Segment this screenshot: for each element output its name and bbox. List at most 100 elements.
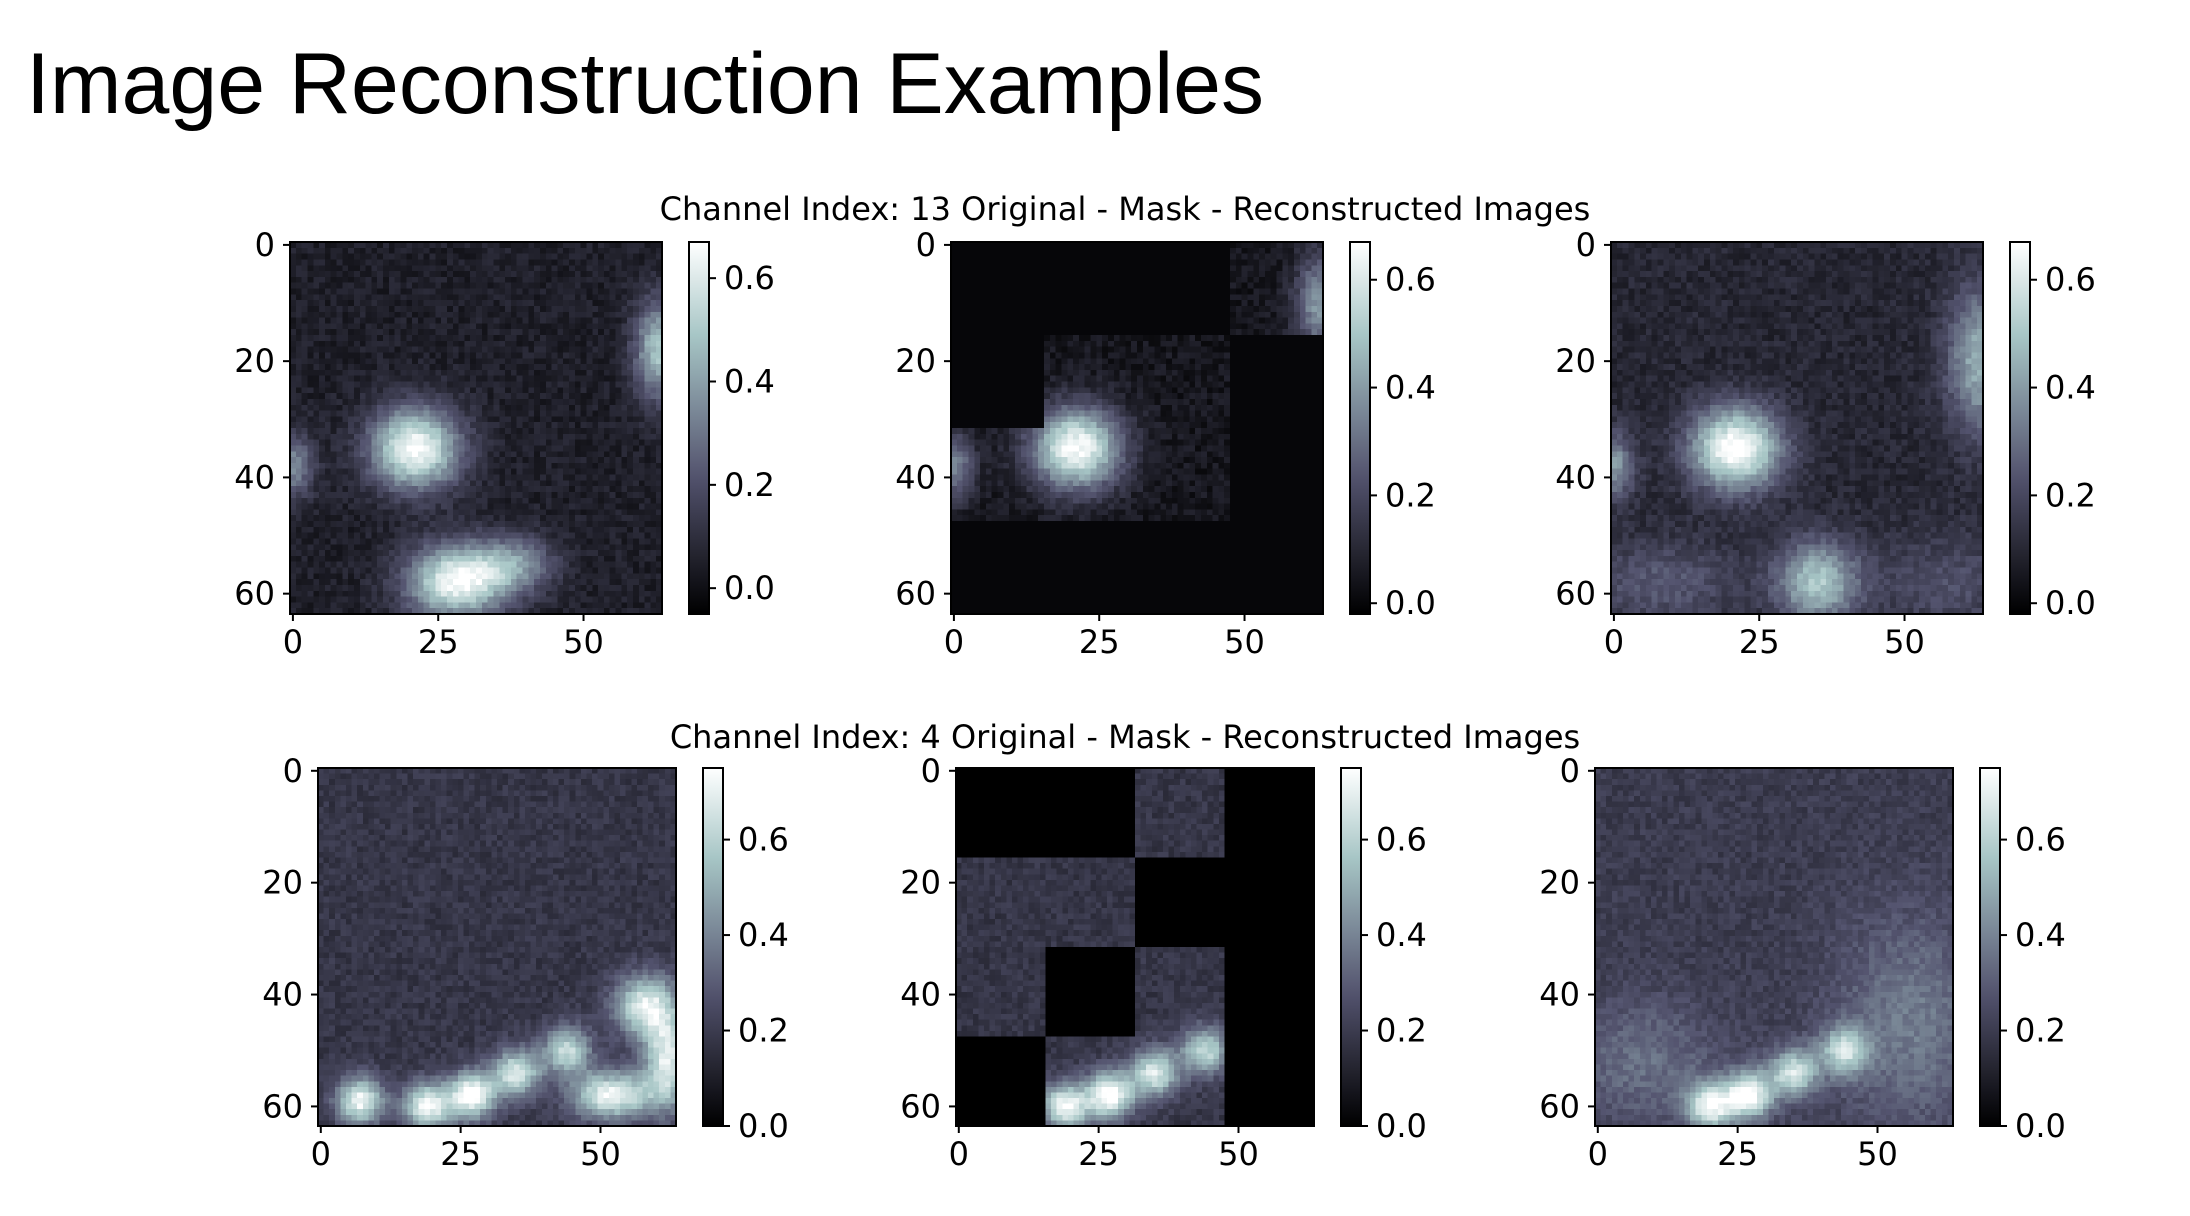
y-tick-label: 20 xyxy=(895,342,936,380)
heatmap-image xyxy=(318,768,676,1126)
y-tick-label: 20 xyxy=(1555,342,1596,380)
panel-mask-row-1: 0 25 50 0 20 40 60 0.0 0.2 0.4 0.6 xyxy=(895,226,1436,661)
y-tick-label: 60 xyxy=(900,1087,941,1125)
colorbar-tick-label: 0.0 xyxy=(1385,584,1436,622)
x-tick-label: 0 xyxy=(311,1135,331,1173)
colorbar: 0.0 0.2 0.4 0.6 xyxy=(2009,241,2096,622)
colorbar-tick-label: 0.2 xyxy=(2045,476,2096,514)
panel-mask-row-2: 0 25 50 0 20 40 60 0.0 0.2 0.4 0.6 xyxy=(900,752,1427,1173)
axes-frame xyxy=(1594,767,1954,1127)
y-tick-label: 0 xyxy=(255,226,275,264)
y-tick-label: 0 xyxy=(921,752,941,790)
colorbar-tick-label: 0.0 xyxy=(724,569,775,607)
y-tick-label: 20 xyxy=(234,342,275,380)
y-tick-label: 0 xyxy=(283,752,303,790)
x-tick-label: 25 xyxy=(1079,623,1120,661)
colorbar-tick-label: 0.6 xyxy=(724,259,775,297)
colorbar: 0.0 0.2 0.4 0.6 xyxy=(1979,767,2066,1145)
colorbar-tick-label: 0.2 xyxy=(2015,1012,2066,1050)
colorbar-tick-label: 0.4 xyxy=(2045,369,2096,407)
colorbar-tick-label: 0.0 xyxy=(1376,1107,1427,1145)
slide-title: Image Reconstruction Examples xyxy=(26,36,1265,132)
y-tick-label: 40 xyxy=(1539,976,1580,1014)
y-tick-label: 40 xyxy=(1555,458,1596,496)
colorbar-tick-label: 0.6 xyxy=(2045,261,2096,299)
x-tick-label: 25 xyxy=(418,623,459,661)
colorbar-tick-label: 0.6 xyxy=(1376,821,1427,859)
x-tick-label: 50 xyxy=(1224,623,1265,661)
y-tick-label: 60 xyxy=(262,1087,303,1125)
colorbar-tick-label: 0.6 xyxy=(738,821,789,859)
x-tick-label: 0 xyxy=(1588,1135,1608,1173)
panel-reconstructed-row-1: 0 25 50 0 20 40 60 0.0 0.2 0.4 0.6 xyxy=(1555,226,2096,661)
x-tick-label: 0 xyxy=(1604,623,1624,661)
colorbar-tick-label: 0.4 xyxy=(1385,369,1436,407)
x-tick-label: 25 xyxy=(1078,1135,1119,1173)
colorbar-gradient xyxy=(702,767,724,1127)
y-tick-label: 40 xyxy=(900,976,941,1014)
y-tick-label: 60 xyxy=(1539,1087,1580,1125)
heatmap-image xyxy=(956,768,1314,1126)
y-tick-label: 60 xyxy=(1555,575,1596,613)
colorbar-gradient xyxy=(1979,767,2001,1127)
colorbar-gradient xyxy=(1349,241,1371,615)
colorbar-tick-label: 0.0 xyxy=(2045,584,2096,622)
colorbar-tick-label: 0.6 xyxy=(1385,261,1436,299)
x-tick-label: 50 xyxy=(1884,623,1925,661)
y-tick-label: 40 xyxy=(234,458,275,496)
heatmap-image xyxy=(290,242,662,614)
panel-original-row-1: 0 25 50 0 20 40 60 0.0 0.2 0.4 0.6 xyxy=(234,226,775,661)
x-tick-label: 50 xyxy=(1857,1135,1898,1173)
colorbar-tick-label: 0.4 xyxy=(1376,916,1427,954)
axes-frame xyxy=(950,241,1324,615)
x-tick-label: 0 xyxy=(949,1135,969,1173)
row-title-1: Channel Index: 13 Original - Mask - Reco… xyxy=(660,190,1591,228)
x-tick-label: 0 xyxy=(283,623,303,661)
colorbar-gradient xyxy=(688,241,710,615)
panel-reconstructed-row-2: 0 25 50 0 20 40 60 0.0 0.2 0.4 0.6 xyxy=(1539,752,2066,1173)
colorbar-tick-label: 0.2 xyxy=(724,466,775,504)
x-tick-label: 25 xyxy=(1717,1135,1758,1173)
heatmap-image xyxy=(1611,242,1983,614)
y-tick-label: 0 xyxy=(1576,226,1596,264)
row-title-2: Channel Index: 4 Original - Mask - Recon… xyxy=(670,718,1580,756)
colorbar-gradient xyxy=(2009,241,2031,615)
y-tick-label: 20 xyxy=(262,864,303,902)
panel-original-row-2: 0 25 50 0 20 40 60 0.0 0.2 0.4 0.6 xyxy=(262,752,789,1173)
colorbar-tick-label: 0.4 xyxy=(2015,916,2066,954)
y-tick-label: 0 xyxy=(916,226,936,264)
x-tick-label: 25 xyxy=(1739,623,1780,661)
y-tick-label: 20 xyxy=(900,864,941,902)
y-tick-label: 60 xyxy=(895,575,936,613)
colorbar-tick-label: 0.0 xyxy=(2015,1107,2066,1145)
x-tick-label: 50 xyxy=(1218,1135,1259,1173)
colorbar: 0.0 0.2 0.4 0.6 xyxy=(702,767,789,1145)
colorbar-tick-label: 0.2 xyxy=(1376,1012,1427,1050)
colorbar-tick-label: 0.2 xyxy=(738,1012,789,1050)
axes-frame xyxy=(289,241,663,615)
axes-frame xyxy=(1610,241,1984,615)
y-tick-label: 40 xyxy=(262,976,303,1014)
x-tick-label: 25 xyxy=(440,1135,481,1173)
colorbar: 0.0 0.2 0.4 0.6 xyxy=(688,241,775,615)
x-tick-label: 50 xyxy=(563,623,604,661)
colorbar-tick-label: 0.2 xyxy=(1385,476,1436,514)
colorbar: 0.0 0.2 0.4 0.6 xyxy=(1340,767,1427,1145)
colorbar-tick-label: 0.6 xyxy=(2015,821,2066,859)
heatmap-image xyxy=(951,242,1323,614)
colorbar-tick-label: 0.4 xyxy=(738,916,789,954)
axes-frame xyxy=(955,767,1315,1127)
x-tick-label: 50 xyxy=(580,1135,621,1173)
colorbar-tick-label: 0.0 xyxy=(738,1107,789,1145)
heatmap-image xyxy=(1595,768,1953,1126)
y-tick-label: 60 xyxy=(234,575,275,613)
colorbar: 0.0 0.2 0.4 0.6 xyxy=(1349,241,1436,622)
y-tick-label: 0 xyxy=(1560,752,1580,790)
y-tick-label: 40 xyxy=(895,458,936,496)
colorbar-tick-label: 0.4 xyxy=(724,363,775,401)
x-tick-label: 0 xyxy=(944,623,964,661)
colorbar-gradient xyxy=(1340,767,1362,1127)
y-tick-label: 20 xyxy=(1539,864,1580,902)
axes-frame xyxy=(317,767,677,1127)
